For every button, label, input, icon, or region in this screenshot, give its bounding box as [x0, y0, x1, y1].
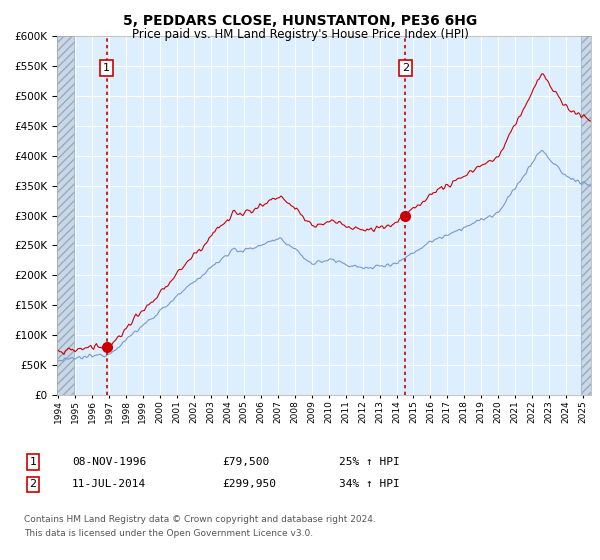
- Text: Contains HM Land Registry data © Crown copyright and database right 2024.: Contains HM Land Registry data © Crown c…: [24, 515, 376, 524]
- Text: 08-NOV-1996: 08-NOV-1996: [72, 457, 146, 467]
- Text: £79,500: £79,500: [222, 457, 269, 467]
- Text: 34% ↑ HPI: 34% ↑ HPI: [339, 479, 400, 489]
- Text: 1: 1: [103, 63, 110, 73]
- Text: £299,950: £299,950: [222, 479, 276, 489]
- Bar: [57, 36, 74, 395]
- Text: 25% ↑ HPI: 25% ↑ HPI: [339, 457, 400, 467]
- Text: 5, PEDDARS CLOSE, HUNSTANTON, PE36 6HG: 5, PEDDARS CLOSE, HUNSTANTON, PE36 6HG: [123, 14, 477, 28]
- Text: Price paid vs. HM Land Registry's House Price Index (HPI): Price paid vs. HM Land Registry's House …: [131, 28, 469, 41]
- Text: 11-JUL-2014: 11-JUL-2014: [72, 479, 146, 489]
- Text: 2: 2: [402, 63, 409, 73]
- Bar: [581, 36, 591, 395]
- Text: 1: 1: [29, 457, 37, 467]
- Text: This data is licensed under the Open Government Licence v3.0.: This data is licensed under the Open Gov…: [24, 529, 313, 538]
- Text: 2: 2: [29, 479, 37, 489]
